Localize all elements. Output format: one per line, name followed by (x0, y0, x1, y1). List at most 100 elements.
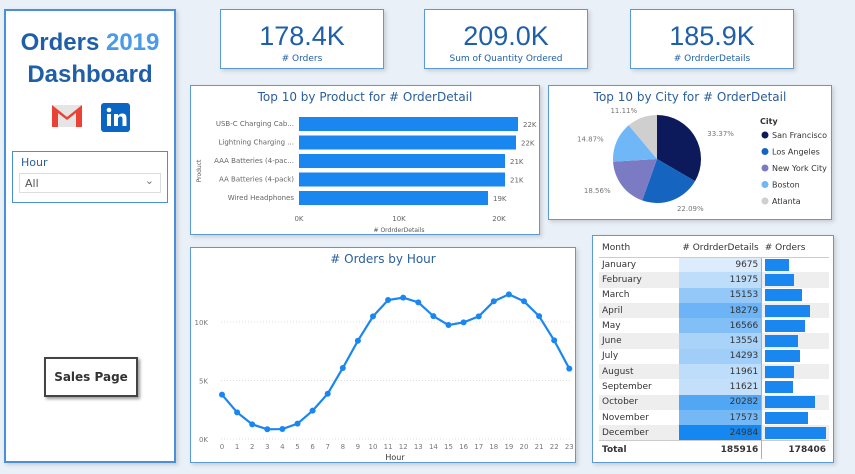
category-label: USB-C Charging Cab... (216, 120, 294, 128)
column-header-month[interactable]: Month (599, 240, 680, 258)
x-tick-label: 10K (392, 215, 406, 223)
table-row: February 11975 (599, 272, 829, 288)
sales-page-button[interactable]: Sales Page (44, 357, 138, 397)
data-point (339, 364, 346, 371)
orders-bar (765, 319, 806, 332)
legend-marker (761, 197, 769, 205)
table-row: November 17573 (599, 409, 829, 426)
column-header-orders[interactable]: # Orders (761, 240, 829, 258)
table-row: January 9675 (599, 257, 829, 273)
x-tick-label: 10 (369, 443, 378, 451)
x-tick-label: 11 (384, 443, 393, 451)
x-tick-label: 1 (235, 443, 239, 451)
data-point (521, 298, 527, 305)
x-tick-label: 5 (295, 443, 299, 451)
data-point (460, 319, 467, 326)
kpi-orders: 178.4K # Orders (220, 9, 384, 69)
x-tick-label: 14 (429, 443, 438, 451)
x-tick-label: 21 (535, 443, 544, 451)
x-tick-label: 20 (520, 443, 529, 451)
product-bar-chart: Top 10 by Product for # OrderDetail Prod… (190, 85, 540, 235)
y-tick-label: 0K (199, 436, 208, 444)
slice-label: 33.37% (707, 130, 734, 138)
orders-bar (765, 258, 789, 271)
hour-line-chart: # Orders by Hour 0K 5K 10K 0 1 2 3 4 5 6 7 8 9 10 11 12… (190, 247, 576, 463)
table-row: October 20282 (599, 394, 829, 410)
data-point (294, 420, 301, 427)
data-label: 21K (510, 177, 524, 185)
data-point (279, 426, 286, 433)
x-tick-label: 0 (220, 443, 224, 451)
data-point (415, 299, 422, 306)
x-tick-label: 15 (444, 443, 453, 451)
orders-cell (762, 257, 829, 272)
orders-bar (765, 350, 800, 363)
table-row: May 16566 (599, 318, 829, 334)
orders-cell (761, 394, 829, 410)
orderdetails-cell: 9675 (679, 257, 763, 273)
orders-bar (765, 426, 826, 439)
hour-slicer: Hour All ⌄ (12, 151, 168, 203)
slice-label: 14.87% (577, 135, 604, 143)
data-point (505, 291, 512, 298)
orderdetails-cell: 17573 (679, 409, 763, 426)
data-label: 19K (493, 195, 507, 203)
bar (299, 191, 488, 205)
data-point (264, 426, 271, 433)
column-header-orderdetails[interactable]: # OrdrderDetails (679, 240, 762, 258)
month-cell: March (602, 290, 630, 301)
legend-marker (761, 181, 769, 188)
total-label: Total (599, 440, 680, 459)
x-tick-label: 17 (474, 443, 483, 451)
orders-cell (761, 333, 829, 349)
pie-slice (613, 125, 657, 162)
bar (299, 154, 505, 168)
x-tick-label: 13 (414, 443, 423, 451)
orders-bar (765, 411, 808, 424)
hour-dropdown[interactable]: All ⌄ (19, 173, 161, 193)
x-tick-label: 9 (356, 443, 360, 451)
pie-slice (613, 159, 657, 201)
orders-cell (762, 410, 829, 425)
orders-cell (761, 272, 829, 288)
slice-label: 18.56% (584, 187, 611, 195)
month-cell: September (602, 382, 652, 393)
x-tick-label: 0K (294, 215, 303, 223)
month-cell: June (599, 333, 680, 349)
orders-cell (762, 379, 829, 394)
data-point (219, 391, 225, 398)
orderdetails-cell: 11621 (679, 379, 763, 395)
orders-bar (765, 273, 794, 286)
bar (299, 117, 518, 131)
gmail-icon[interactable] (51, 103, 83, 129)
x-tick-label: 4 (280, 443, 285, 451)
sidebar-panel: Orders 2019 Dashboard Hour All ⌄ Sales Pag… (4, 9, 176, 463)
pie-slice (642, 159, 696, 203)
month-cell: November (602, 412, 649, 423)
table-row: March 15153 (599, 287, 829, 303)
orders-cell (761, 425, 829, 441)
city-pie-chart: Top 10 by City for # OrderDetail 33.37% 2… (548, 85, 832, 220)
linkedin-icon[interactable] (100, 103, 130, 132)
y-axis-label: Product (196, 159, 203, 182)
total-orders: 178406 (761, 440, 829, 459)
month-cell: December (599, 425, 680, 441)
month-cell: February (599, 272, 680, 288)
data-point (551, 337, 558, 344)
data-label: 22K (521, 140, 535, 148)
x-tick-label: 19 (504, 443, 513, 451)
orderdetails-cell: 20282 (679, 394, 763, 410)
data-label: 22K (523, 121, 537, 129)
orderdetails-cell: 15153 (679, 287, 763, 303)
month-cell: April (599, 302, 680, 319)
legend-marker (761, 131, 769, 139)
slice-label: 22.09% (677, 205, 704, 213)
legend-entry: San Francisco (772, 131, 827, 140)
x-tick-label: 23 (565, 443, 574, 451)
orderdetails-cell: 16566 (679, 318, 763, 334)
legend-marker (761, 164, 769, 172)
slicer-label: Hour (21, 156, 48, 169)
x-tick-label: 18 (489, 443, 498, 451)
category-label: AAA Batteries (4-pac... (214, 157, 294, 165)
total-row: Total 185916 178406 (599, 440, 829, 459)
